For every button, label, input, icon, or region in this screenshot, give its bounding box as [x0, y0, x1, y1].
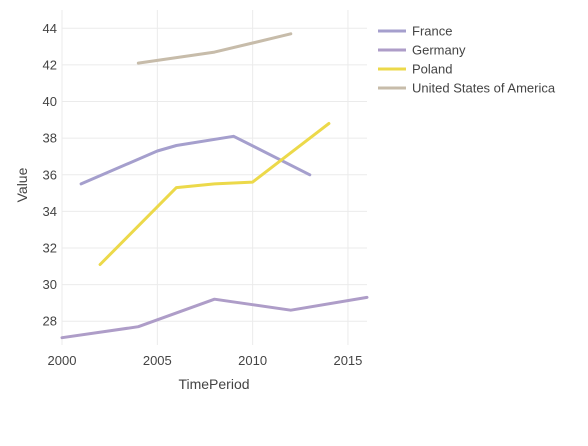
series-line-united-states-of-america[interactable] — [136, 32, 293, 65]
y-tick-label: 40 — [43, 94, 57, 109]
series-line-germany[interactable] — [60, 295, 369, 340]
y-tick-label: 34 — [43, 204, 57, 219]
legend-label: France — [412, 24, 452, 39]
x-tick-label: 2015 — [333, 353, 362, 368]
x-axis-ticks: 2000 2005 2010 2015 — [48, 353, 363, 368]
legend-item-germany[interactable]: Germany — [378, 43, 466, 58]
legend-label: United States of America — [412, 81, 556, 96]
y-axis-title: Value — [14, 167, 30, 202]
series-line-poland[interactable] — [98, 122, 331, 266]
legend-label: Germany — [412, 43, 466, 58]
y-tick-label: 32 — [43, 240, 57, 255]
legend-item-united-states-of-america[interactable]: United States of America — [378, 81, 556, 96]
legend-item-poland[interactable]: Poland — [378, 62, 452, 77]
y-tick-label: 44 — [43, 21, 57, 36]
y-axis-ticks: 28 30 32 34 36 38 40 42 44 — [43, 21, 57, 329]
grid — [61, 10, 367, 345]
legend-item-france[interactable]: France — [378, 24, 452, 39]
legend-label: Poland — [412, 62, 452, 77]
y-tick-label: 28 — [43, 314, 57, 329]
series-line-france[interactable] — [79, 134, 312, 186]
x-tick-label: 2010 — [238, 353, 267, 368]
x-tick-label: 2005 — [143, 353, 172, 368]
y-tick-label: 36 — [43, 167, 57, 182]
y-tick-label: 42 — [43, 57, 57, 72]
y-tick-label: 30 — [43, 277, 57, 292]
y-tick-label: 38 — [43, 131, 57, 146]
plot-area — [60, 32, 369, 340]
x-tick-label: 2000 — [48, 353, 77, 368]
x-axis-title: TimePeriod — [178, 376, 249, 392]
legend[interactable]: France Germany Poland United States of Amer… — [378, 24, 556, 96]
